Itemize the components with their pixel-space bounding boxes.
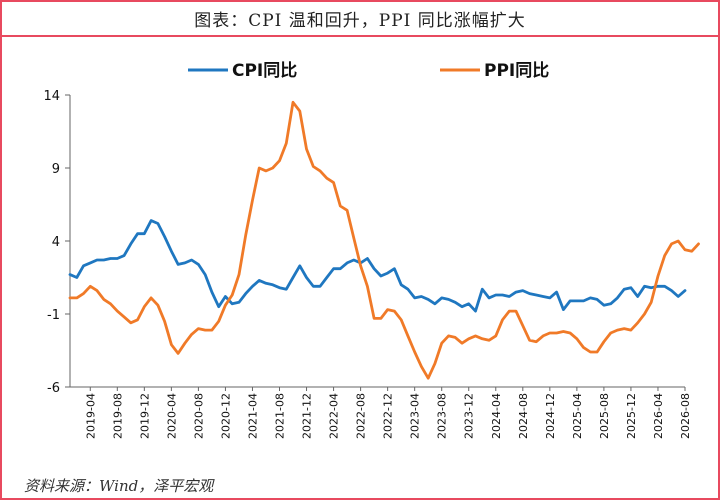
x-tick-label: 2024-04 [490,393,503,439]
x-tick-label: 2025-04 [571,393,584,439]
legend: CPI同比 PPI同比 [188,60,549,81]
y-tick-label: 9 [52,162,60,177]
x-tick-label: 2021-12 [301,393,314,439]
legend-label: PPI同比 [484,60,549,81]
x-tick-label: 2019-08 [111,393,124,439]
x-tick-label: 2019-12 [138,393,151,439]
x-tick-label: 2026-08 [679,393,692,439]
x-tick-label: 2021-04 [246,393,259,439]
x-tick-label: 2020-04 [165,393,178,439]
y-tick-label: 14 [43,89,60,104]
x-tick-label: 2023-04 [409,393,422,439]
y-tick-label: 4 [52,235,60,250]
x-tick-label: 2024-12 [544,393,557,439]
x-tick-label: 2022-12 [382,393,395,439]
x-tick-label: 2026-04 [652,393,665,439]
x-tick-label: 2025-12 [625,393,638,439]
axes [65,94,686,391]
x-tick-label: 2020-08 [192,393,205,439]
x-tick-label: 2019-04 [84,393,97,439]
chart-title-bar: 图表：CPI 温和回升，PPI 同比涨幅扩大 [2,2,718,37]
tick-labels: 14 9 4 -1 -6 2019-04 2019-08 2019-12 2020-04 2020… [43,89,692,439]
legend-label: CPI同比 [232,60,297,81]
x-tick-label: 2020-12 [219,393,232,439]
series-line-cpi [68,219,687,313]
x-tick-label: 2025-08 [598,393,611,439]
x-tick-label: 2023-12 [463,393,476,439]
y-tick-label: -1 [47,308,60,323]
x-tick-label: 2021-08 [274,393,287,439]
x-tick-label: 2024-08 [517,393,530,439]
x-tick-label: 2022-04 [328,393,341,439]
series-lines [68,100,700,380]
x-tick-label: 2022-08 [355,393,368,439]
x-tick-label: 2023-08 [436,393,449,439]
y-tick-label: -6 [47,381,60,396]
source-note: 资料来源：Wind，泽平宏观 [24,477,214,495]
series-line-ppi [68,100,700,380]
